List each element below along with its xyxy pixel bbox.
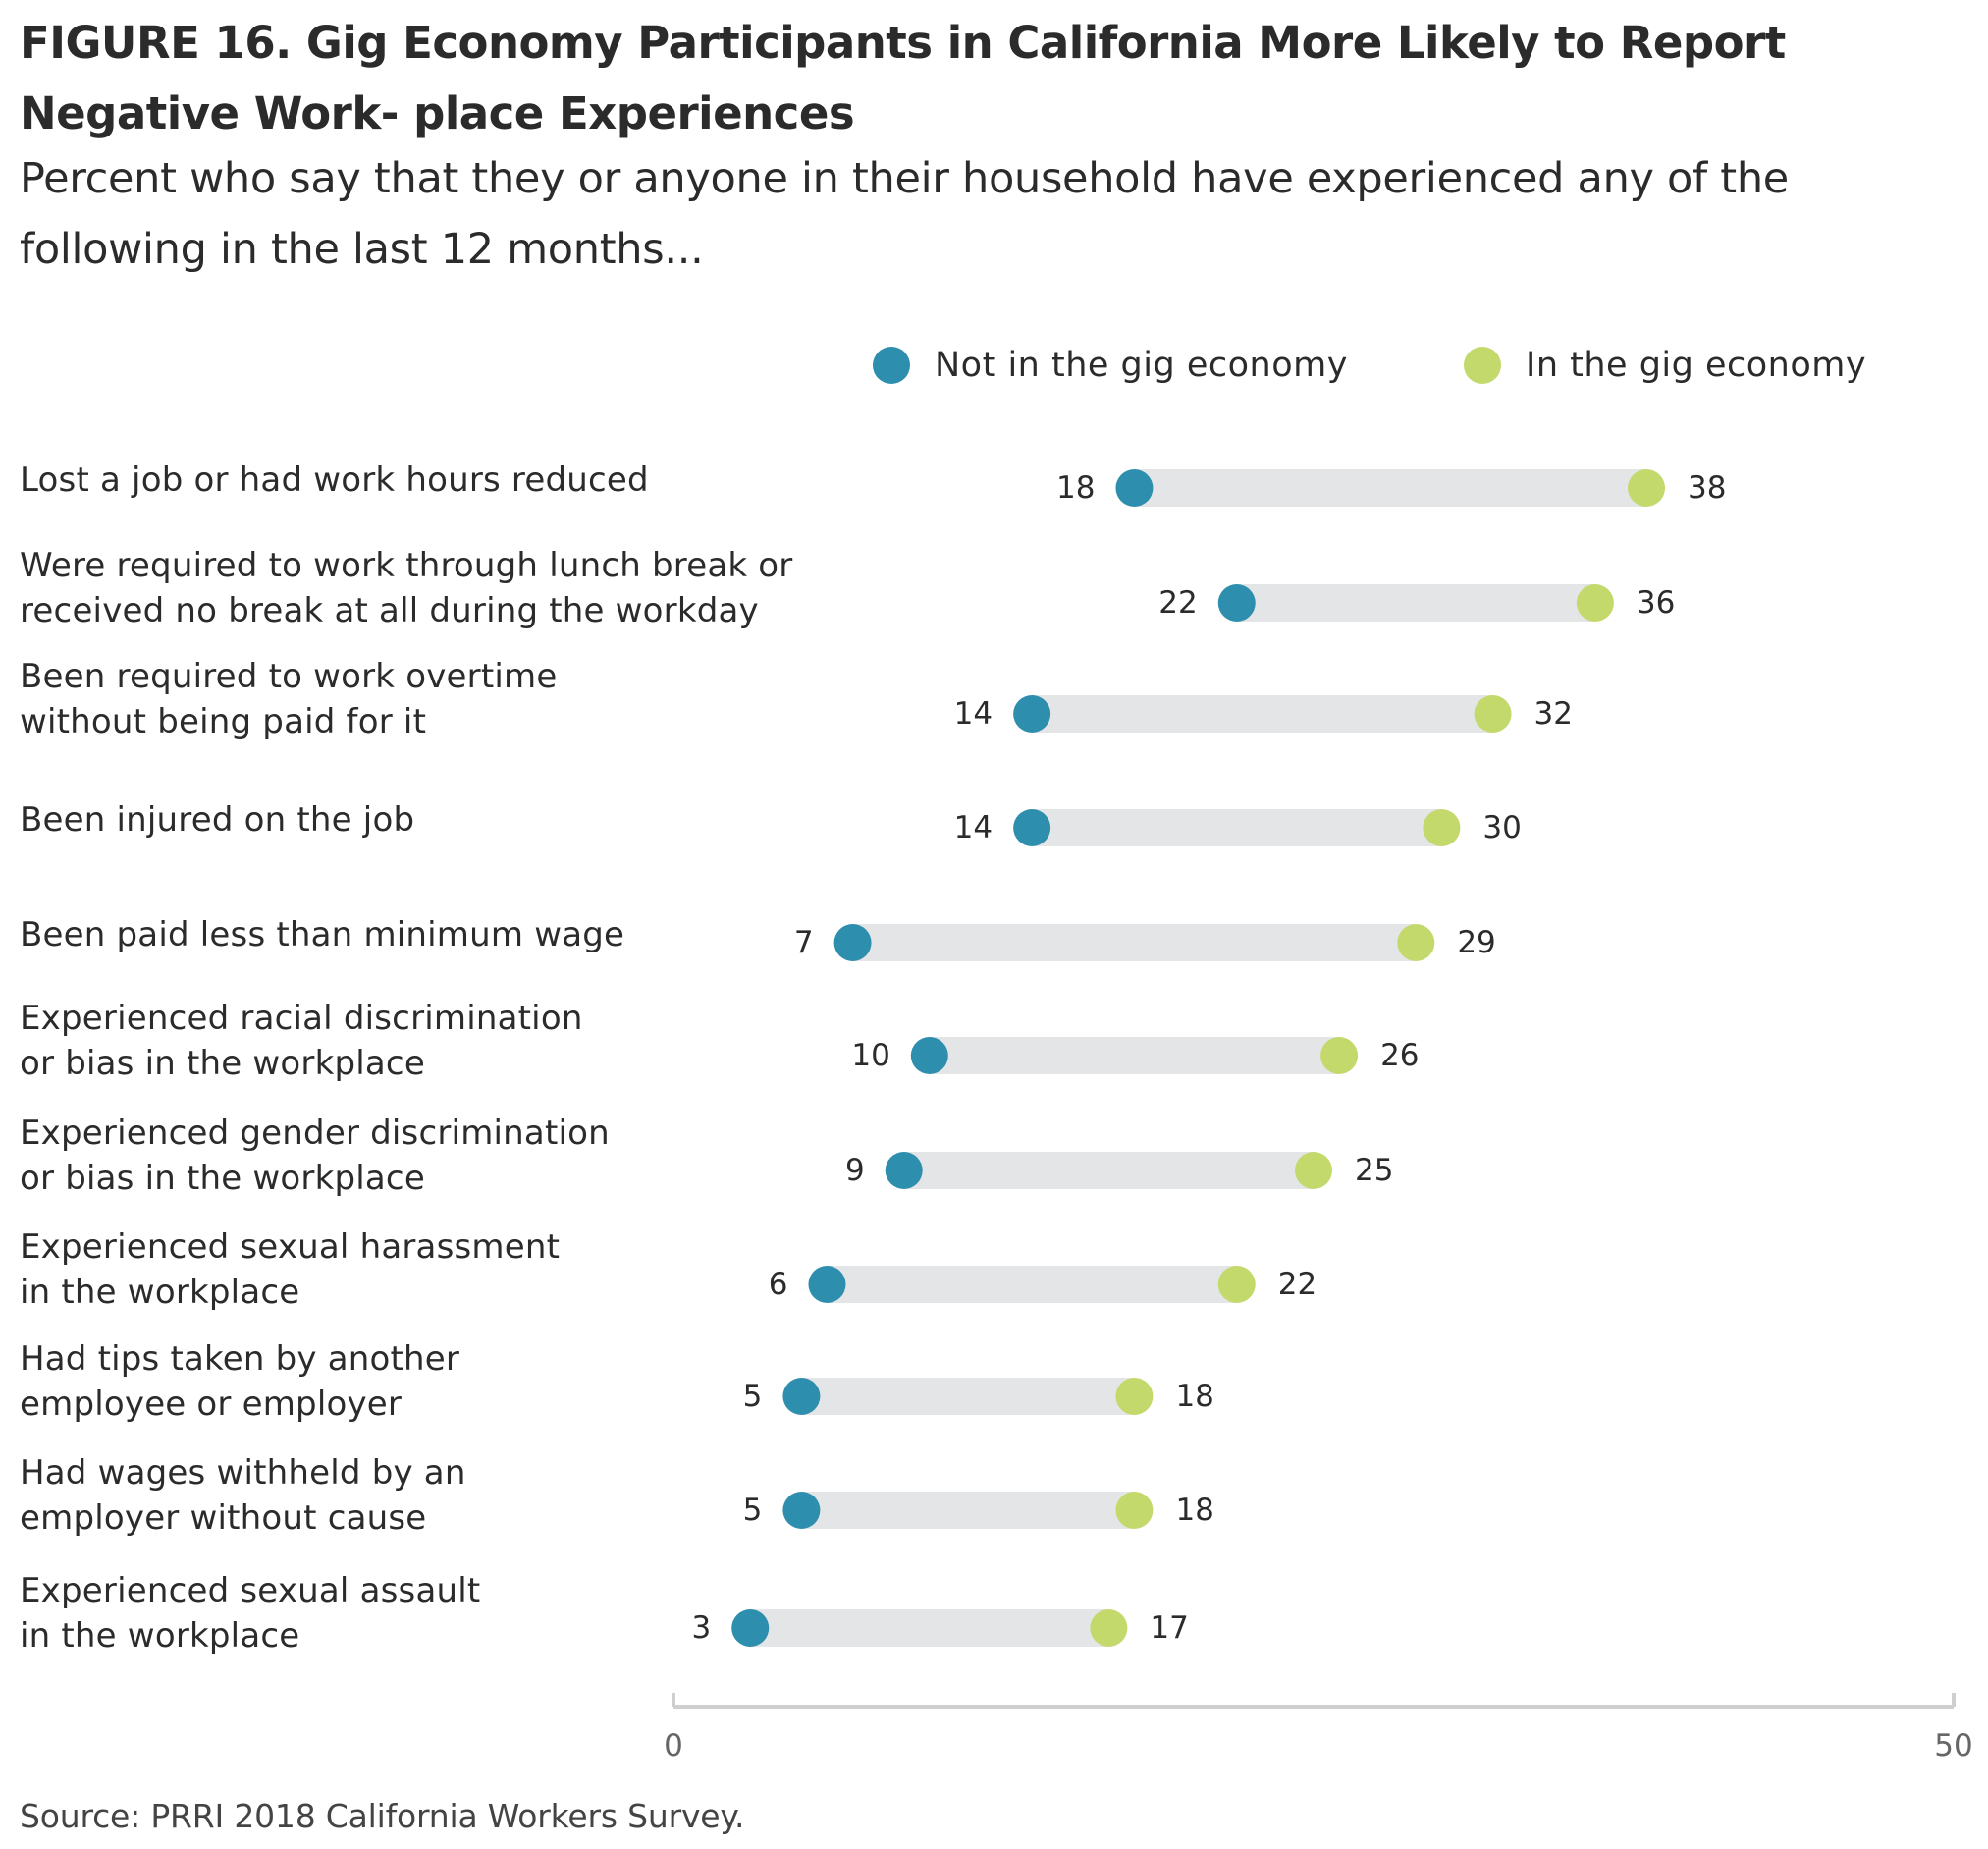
dot-gig-0 (1628, 469, 1666, 507)
range-bar-2 (1032, 695, 1493, 733)
chart-title: FIGURE 16. Gig Economy Participants in C… (20, 17, 1786, 139)
category-label-10-1: in the workplace (20, 1616, 299, 1656)
category-label-6-1: or bias in the workplace (20, 1159, 425, 1198)
dot-not-gig-4 (833, 924, 872, 961)
category-label-8-0: Had tips taken by another (20, 1339, 459, 1379)
dot-gig-8 (1115, 1378, 1154, 1415)
value-label-gig-8: 18 (1175, 1379, 1213, 1414)
value-label-gig-6: 25 (1355, 1153, 1393, 1188)
value-label-not-gig-0: 18 (1056, 470, 1095, 506)
range-bar-8 (801, 1378, 1135, 1415)
value-label-gig-9: 18 (1175, 1493, 1213, 1528)
range-bar-0 (1134, 469, 1647, 507)
dot-gig-10 (1090, 1609, 1128, 1647)
category-label-4-0: Been paid less than minimum wage (20, 915, 624, 954)
category-label-10-0: Experienced sexual assault (20, 1571, 480, 1610)
category-label-0-0: Lost a job or had work hours reduced (20, 461, 649, 500)
dot-gig-4 (1397, 924, 1435, 961)
range-bar-4 (852, 924, 1417, 961)
category-label-2-0: Been required to work overtime (20, 657, 557, 696)
legend-swatch-1 (1464, 347, 1501, 384)
value-label-not-gig-1: 22 (1158, 585, 1197, 621)
dot-gig-2 (1474, 695, 1512, 733)
category-label-1-1: received no break at all during the work… (20, 591, 759, 630)
legend-label-0: Not in the gig economy (935, 346, 1348, 385)
range-bar-6 (903, 1152, 1314, 1189)
value-label-not-gig-4: 7 (794, 925, 814, 960)
category-label-7-1: in the workplace (20, 1273, 299, 1312)
dot-not-gig-3 (1013, 809, 1051, 846)
x-tick-label-1: 50 (1934, 1728, 1972, 1764)
value-label-gig-2: 32 (1534, 696, 1573, 732)
dot-gig-6 (1295, 1152, 1332, 1189)
dot-not-gig-2 (1013, 695, 1051, 733)
category-label-3-0: Been injured on the job (20, 800, 414, 840)
dot-not-gig-1 (1217, 584, 1256, 622)
chart-subtitle: Percent who say that they or anyone in t… (20, 154, 1789, 274)
value-label-not-gig-9: 5 (743, 1493, 763, 1528)
value-label-gig-3: 30 (1482, 810, 1521, 845)
dot-not-gig-5 (910, 1037, 948, 1074)
dot-not-gig-8 (782, 1378, 821, 1415)
value-label-not-gig-2: 14 (954, 696, 993, 732)
category-label-9-0: Had wages withheld by an (20, 1453, 466, 1493)
value-label-gig-5: 26 (1380, 1038, 1419, 1073)
range-bar-5 (929, 1037, 1340, 1074)
value-label-gig-4: 29 (1457, 925, 1495, 960)
dot-gig-7 (1217, 1266, 1256, 1303)
category-label-7-0: Experienced sexual harassment (20, 1227, 560, 1267)
dot-not-gig-7 (808, 1266, 846, 1303)
value-label-not-gig-10: 3 (692, 1610, 712, 1646)
range-bar-1 (1236, 584, 1595, 622)
source-note: Source: PRRI 2018 California Workers Sur… (20, 1797, 745, 1835)
dot-gig-1 (1576, 584, 1614, 622)
category-label-9-1: employer without cause (20, 1498, 426, 1538)
category-label-1-0: Were required to work through lunch brea… (20, 546, 792, 585)
dot-not-gig-0 (1115, 469, 1154, 507)
category-label-5-1: or bias in the workplace (20, 1044, 425, 1083)
range-bar-3 (1032, 809, 1442, 846)
value-label-not-gig-5: 10 (851, 1038, 889, 1073)
range-bar-10 (750, 1609, 1109, 1647)
value-label-gig-1: 36 (1637, 585, 1675, 621)
range-bar-9 (801, 1492, 1135, 1529)
dot-gig-9 (1115, 1492, 1154, 1529)
dot-gig-5 (1320, 1037, 1359, 1074)
value-label-gig-0: 38 (1688, 470, 1726, 506)
value-label-not-gig-7: 6 (769, 1267, 788, 1302)
value-label-gig-10: 17 (1150, 1610, 1188, 1646)
range-bar-7 (827, 1266, 1237, 1303)
dot-not-gig-9 (782, 1492, 821, 1529)
value-label-gig-7: 22 (1278, 1267, 1316, 1302)
value-label-not-gig-6: 9 (845, 1153, 865, 1188)
category-label-5-0: Experienced racial discrimination (20, 999, 583, 1038)
x-tick-label-0: 0 (664, 1728, 683, 1764)
value-label-not-gig-8: 5 (743, 1379, 763, 1414)
value-label-not-gig-3: 14 (954, 810, 993, 845)
legend-label-1: In the gig economy (1526, 346, 1866, 385)
dot-not-gig-6 (885, 1152, 923, 1189)
category-label-6-0: Experienced gender discrimination (20, 1114, 610, 1153)
dot-not-gig-10 (731, 1609, 770, 1647)
legend-swatch-0 (873, 347, 910, 384)
dot-gig-3 (1423, 809, 1461, 846)
category-label-8-1: employee or employer (20, 1385, 402, 1424)
category-label-2-1: without being paid for it (20, 702, 426, 741)
